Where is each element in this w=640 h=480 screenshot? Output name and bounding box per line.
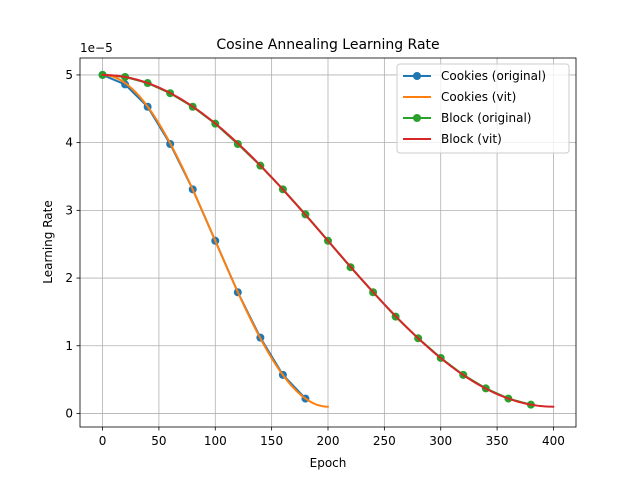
x-tick-label: 250 [373, 434, 396, 448]
legend-label: Block (vit) [441, 132, 502, 146]
x-tick-label: 100 [204, 434, 227, 448]
y-tick-label: 3 [65, 203, 73, 217]
legend-box [396, 63, 570, 154]
legend-item-cookies-original: Cookies (original) [403, 69, 546, 83]
legend-label: Cookies (vit) [441, 90, 516, 104]
y-tick-label: 5 [65, 68, 73, 82]
legend-item-block-vit: Block (vit) [403, 132, 502, 146]
x-tick-label: 150 [260, 434, 283, 448]
legend-marker [413, 72, 421, 80]
y-axis-label: Learning Rate [41, 200, 55, 283]
series-layer [98, 70, 555, 409]
x-tick-label: 0 [99, 434, 107, 448]
legend-label: Cookies (original) [441, 69, 546, 83]
y-tick-label: 2 [65, 271, 73, 285]
x-axis-label: Epoch [310, 456, 347, 470]
y-tick-label: 1 [65, 339, 73, 353]
x-tick-label: 200 [317, 434, 340, 448]
legend-marker [413, 114, 421, 122]
series-line-cookies-vit [101, 73, 329, 408]
y-scale-label: 1e−5 [80, 41, 113, 55]
series-line-block-vit [101, 73, 555, 408]
legend-item-block-original: Block (original) [403, 111, 532, 125]
x-tick-label: 300 [429, 434, 452, 448]
series-block-vit [101, 73, 555, 408]
x-tick-label: 350 [486, 434, 509, 448]
y-tick-label: 4 [65, 136, 73, 150]
legend-label: Block (original) [441, 111, 532, 125]
x-tick-label: 50 [151, 434, 166, 448]
ticks: 0 50 100 150 200 250 300 350 400 0 1 2 3 4 5 [65, 68, 565, 448]
y-tick-label: 0 [65, 406, 73, 420]
legend: Cookies (original) Cookies (vit) Block (or… [396, 63, 570, 154]
chart-title: Cosine Annealing Learning Rate [216, 37, 439, 53]
x-tick-label: 400 [542, 434, 565, 448]
series-cookies-vit [101, 73, 329, 408]
legend-item-cookies-vit: Cookies (vit) [403, 90, 516, 104]
grid [80, 58, 576, 427]
